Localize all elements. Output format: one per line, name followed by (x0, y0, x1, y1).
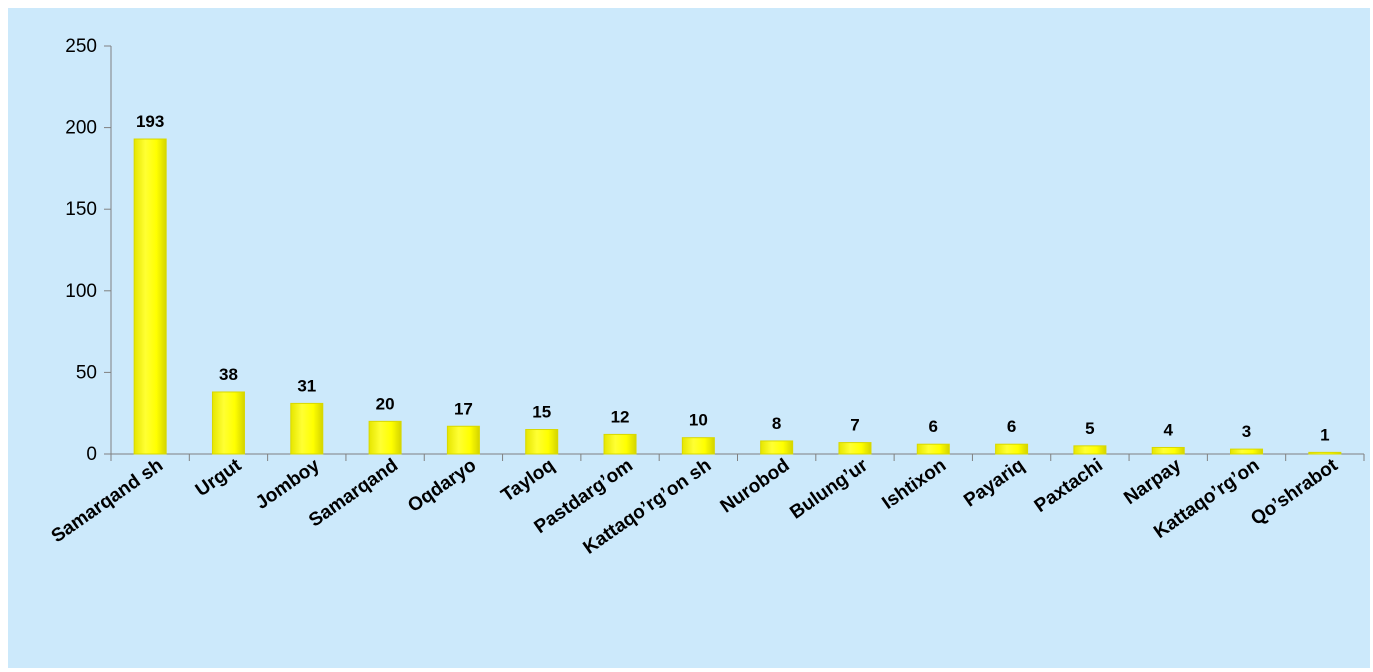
bar (995, 443, 1029, 455)
y-tick-label: 50 (76, 362, 97, 383)
category-label: Samarqand sh (48, 455, 167, 547)
category-label: Payariq (960, 455, 1028, 512)
bar (603, 433, 637, 455)
data-label: 38 (219, 365, 238, 384)
data-label: 31 (297, 376, 316, 395)
data-label: 193 (136, 112, 164, 131)
bar (290, 402, 324, 455)
bar (525, 429, 559, 455)
bar (1073, 445, 1107, 455)
category-label: Narpay (1120, 455, 1185, 509)
bar (133, 138, 167, 455)
category-label: Tayloq (498, 455, 559, 507)
chart-area: 0 50 100 150 200 250 193 Samarqand sh 38 Urgut 31… (8, 8, 1370, 668)
bar (916, 443, 950, 455)
data-label: 4 (1163, 420, 1173, 439)
y-tick-label: 100 (65, 281, 97, 302)
bar (760, 440, 794, 455)
data-label: 17 (454, 399, 473, 418)
bar (1308, 451, 1342, 455)
category-label: Qo’shrabot (1247, 455, 1342, 530)
axes: 0 50 100 150 200 250 (65, 36, 1365, 465)
category-label: Jomboy (252, 455, 324, 514)
data-label: 1 (1320, 425, 1329, 444)
bar (446, 425, 480, 455)
category-label: Nurobod (717, 455, 794, 518)
data-label: 20 (376, 394, 395, 413)
y-tick-label: 200 (65, 118, 97, 139)
bar (368, 420, 402, 455)
data-label: 5 (1085, 419, 1094, 438)
bar (1230, 448, 1264, 455)
bar (681, 437, 715, 455)
y-tick-label: 0 (86, 444, 97, 465)
bar (211, 391, 245, 455)
category-label: Bulung’ur (786, 455, 872, 524)
y-tick-label: 250 (65, 36, 97, 57)
category-label: Kattaqo’rg’on sh (580, 455, 716, 559)
y-tick-label: 150 (65, 199, 97, 220)
data-label: 6 (1007, 417, 1016, 436)
category-label: Samarqand (305, 455, 402, 532)
data-label: 6 (929, 417, 938, 436)
bar (1151, 446, 1185, 455)
data-label: 12 (611, 407, 630, 426)
category-label: Oqdaryo (404, 455, 480, 517)
bars-group (133, 138, 1342, 455)
category-label: Ishtixon (878, 455, 950, 514)
data-label: 7 (850, 416, 859, 435)
category-label: Urgut (192, 455, 246, 502)
bar (838, 442, 872, 455)
data-label: 15 (532, 403, 551, 422)
data-label: 3 (1242, 422, 1251, 441)
category-label: Paxtachi (1031, 455, 1107, 517)
data-label: 8 (772, 414, 781, 433)
data-label: 10 (689, 411, 708, 430)
